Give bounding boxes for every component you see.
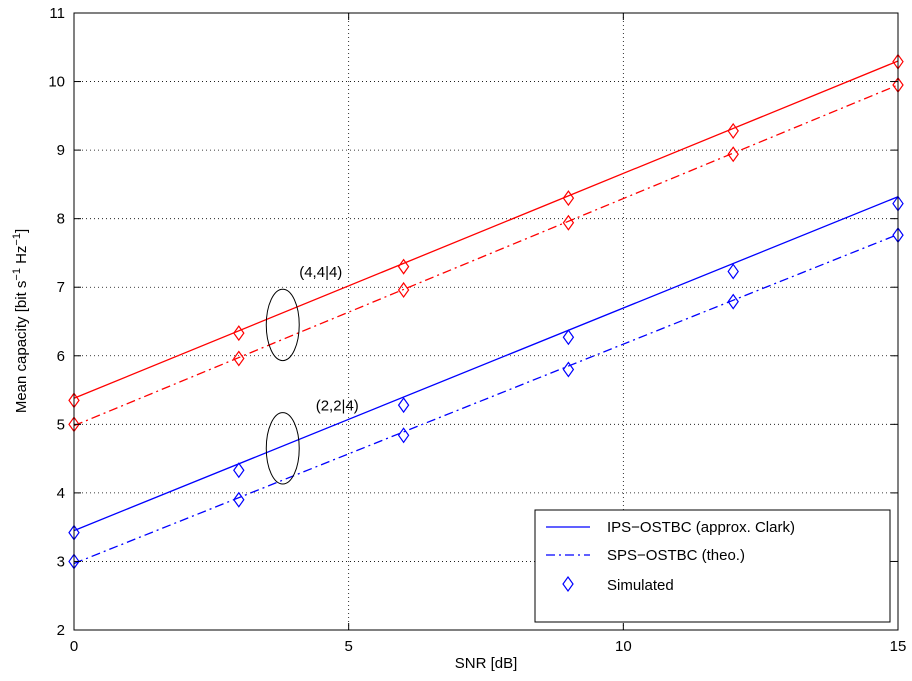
x-axis-label: SNR [dB]: [455, 655, 518, 672]
axis-ticks: 0 5 10 15 2 3 4 5 6 7 8 9 10 11: [48, 5, 906, 655]
series-line-solid: [73, 60, 899, 399]
y-tick-label: 4: [57, 485, 65, 502]
y-tick-label: 11: [49, 5, 65, 22]
legend-label-sim: Simulated: [607, 577, 674, 594]
x-tick-label: 5: [344, 638, 352, 655]
legend: IPS−OSTBC (approx. Clark) SPS−OSTBC (the…: [534, 509, 891, 623]
simulated-point: [727, 293, 739, 310]
legend-box: [534, 509, 891, 623]
y-tick-label: 7: [57, 279, 65, 296]
y-tick-label: 2: [57, 622, 65, 639]
x-tick-label: 10: [615, 638, 632, 655]
simulated-point: [562, 361, 575, 378]
simulated-point: [727, 263, 739, 280]
legend-label-sps: SPS−OSTBC (theo.): [607, 547, 745, 564]
series-line-dashdot: [73, 233, 899, 565]
simulated-point: [397, 258, 410, 275]
simulated-point: [562, 214, 575, 231]
y-tick-label: 9: [57, 142, 65, 159]
grid-lines: [74, 13, 898, 630]
y-axis-label: Mean capacity [bit s−1 Hz−1]: [11, 229, 30, 413]
y-tick-label: 6: [57, 348, 65, 365]
y-tick-label: 5: [57, 416, 65, 433]
simulated-point: [727, 122, 739, 139]
simulated-point: [233, 462, 245, 479]
group-ellipse: [265, 412, 300, 485]
group-label: (2,2|4): [316, 398, 359, 415]
simulated-point: [727, 146, 739, 163]
series-line-dashdot: [73, 84, 899, 427]
annotations: (4,4|4) (2,2|4): [265, 264, 359, 485]
simulated-point: [562, 190, 575, 207]
simulated-point: [233, 350, 245, 367]
x-tick-label: 15: [890, 638, 907, 655]
simulated-point: [397, 427, 410, 444]
simulated-point: [233, 491, 245, 508]
series-lines: [73, 60, 899, 565]
x-tick-label: 0: [70, 638, 78, 655]
legend-swatch-sim: [562, 575, 574, 593]
simulated-point: [233, 325, 245, 342]
simulated-point: [397, 281, 410, 298]
series-line-solid: [73, 196, 899, 532]
y-tick-label: 8: [57, 211, 65, 228]
simulated-point: [397, 397, 410, 414]
legend-label-ips: IPS−OSTBC (approx. Clark): [607, 519, 795, 536]
simulated-point: [562, 329, 575, 346]
y-tick-label: 10: [48, 74, 65, 91]
group-ellipse: [265, 288, 300, 362]
group-label: (4,4|4): [299, 264, 342, 281]
simulated-markers: [68, 53, 904, 570]
y-tick-label: 3: [57, 553, 65, 570]
plot-frame: [73, 12, 899, 631]
